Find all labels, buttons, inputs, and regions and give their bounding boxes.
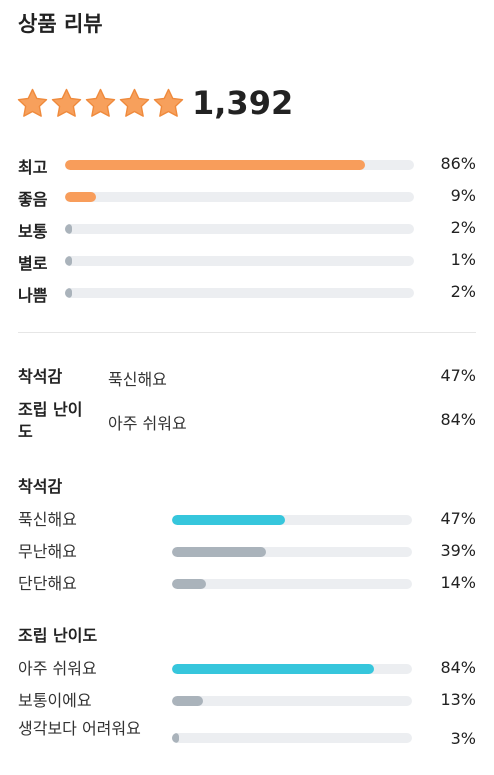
option-percent: 3% xyxy=(450,729,476,748)
option-row[interactable]: 무난해요 39% xyxy=(0,537,494,567)
star-icon xyxy=(119,88,150,117)
option-percent: 39% xyxy=(440,541,476,560)
option-bar-fill xyxy=(172,547,266,557)
rating-percent: 2% xyxy=(450,282,476,301)
option-bar-track xyxy=(172,664,412,674)
attribute-title-assembly: 조립 난이도 xyxy=(18,626,98,645)
option-percent: 14% xyxy=(440,573,476,592)
star-icon xyxy=(17,88,48,117)
rating-label: 보통 xyxy=(18,222,48,241)
option-bar-track xyxy=(172,696,412,706)
rating-label: 나쁨 xyxy=(18,286,48,305)
summary-percent: 84% xyxy=(440,410,476,429)
rating-percent: 1% xyxy=(450,250,476,269)
star-icon xyxy=(85,88,116,117)
summary-percent: 47% xyxy=(440,366,476,385)
section-divider xyxy=(18,332,476,333)
option-label: 보통이에요 xyxy=(18,691,92,710)
option-bar-track xyxy=(172,515,412,525)
rating-row-average[interactable]: 보통 2% xyxy=(0,214,494,244)
rating-bar-track xyxy=(65,160,414,170)
option-bar-track xyxy=(172,579,412,589)
rating-bar-track xyxy=(65,192,414,202)
review-count: 1,392 xyxy=(192,84,294,122)
star-icon xyxy=(51,88,82,117)
rating-label: 최고 xyxy=(18,158,48,177)
option-label: 단단해요 xyxy=(18,574,77,593)
option-label: 푹신해요 xyxy=(18,510,77,529)
rating-percent: 86% xyxy=(440,154,476,173)
attribute-title-seating: 착석감 xyxy=(18,477,63,496)
rating-bar-fill xyxy=(65,192,97,202)
option-row[interactable]: 단단해요 14% xyxy=(0,569,494,599)
option-label: 생각보다 어려워요 xyxy=(18,719,141,738)
option-percent: 84% xyxy=(440,658,476,677)
star-icon xyxy=(153,88,184,117)
rating-row-poor[interactable]: 별로 1% xyxy=(0,246,494,276)
option-percent: 13% xyxy=(440,690,476,709)
rating-row-bad[interactable]: 나쁨 2% xyxy=(0,278,494,308)
rating-percent: 9% xyxy=(450,186,476,205)
option-label: 아주 쉬워요 xyxy=(18,659,97,678)
rating-label: 좋음 xyxy=(18,190,48,209)
summary-value: 푹신해요 xyxy=(108,370,167,389)
option-percent: 47% xyxy=(440,509,476,528)
page-title: 상품 리뷰 xyxy=(18,12,103,36)
rating-label: 별로 xyxy=(18,254,48,273)
rating-percent: 2% xyxy=(450,218,476,237)
rating-row-good[interactable]: 좋음 9% xyxy=(0,182,494,212)
star-rating xyxy=(16,87,185,120)
option-bar-track xyxy=(172,547,412,557)
option-bar-fill xyxy=(172,664,374,674)
option-bar-fill xyxy=(172,733,180,743)
summary-value: 아주 쉬워요 xyxy=(108,414,187,433)
summary-label: 조립 난이도 xyxy=(18,400,83,441)
option-row[interactable]: 푹신해요 47% xyxy=(0,505,494,535)
option-bar-fill xyxy=(172,579,206,589)
rating-bar-track xyxy=(65,256,414,266)
rating-bar-fill xyxy=(65,256,72,266)
rating-bar-track xyxy=(65,288,414,298)
option-bar-fill xyxy=(172,696,204,706)
rating-bar-track xyxy=(65,224,414,234)
option-row[interactable]: 보통이에요 13% xyxy=(0,686,494,716)
rating-bar-fill xyxy=(65,224,72,234)
option-row[interactable]: 아주 쉬워요 84% xyxy=(0,654,494,684)
summary-label: 착석감 xyxy=(18,367,63,386)
rating-bar-fill xyxy=(65,288,72,298)
option-bar-track xyxy=(172,733,412,743)
option-bar-fill xyxy=(172,515,285,525)
option-row[interactable]: 생각보다 어려워요 3% xyxy=(0,718,494,762)
rating-bar-fill xyxy=(65,160,366,170)
option-label: 무난해요 xyxy=(18,542,77,561)
rating-row-best[interactable]: 최고 86% xyxy=(0,150,494,180)
